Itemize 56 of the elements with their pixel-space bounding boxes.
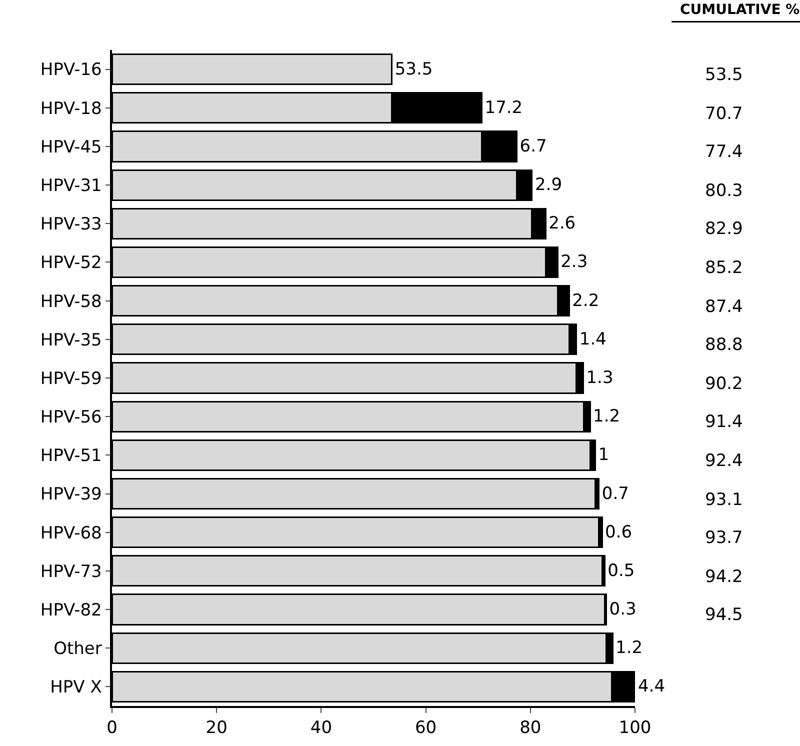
x-tick-label: 60 (414, 718, 437, 738)
text: 77.4 (705, 142, 743, 162)
data-label: 2.6 (548, 214, 576, 234)
y-tick-label: HPV X (50, 678, 102, 698)
text: 80.3 (705, 181, 743, 201)
data-label: 0.5 (608, 560, 635, 581)
data-label: 6.7 (520, 136, 547, 156)
data-label: 1.4 (579, 329, 606, 350)
y-tick-label: HPV-73 (40, 562, 102, 582)
y-tick-label: HPV-82 (40, 600, 102, 620)
y-tick-label: HPV-39 (40, 484, 102, 505)
text: 70.7 (705, 104, 743, 124)
text: 92.4 (705, 451, 743, 471)
x-tick-label: 80 (520, 718, 542, 738)
y-tick-label: HPV-56 (40, 408, 102, 428)
text: 93.7 (705, 528, 743, 548)
y-tick-label: HPV-35 (40, 330, 102, 350)
y-tick-label: HPV-68 (40, 523, 102, 544)
y-tick-label: HPV-18 (40, 98, 102, 119)
data-label: 1.3 (586, 368, 614, 388)
data-label: 0.3 (609, 600, 636, 620)
y-tick-label: HPV-59 (40, 368, 102, 389)
x-tick-label: 20 (206, 718, 228, 738)
data-label: 2.2 (572, 290, 600, 311)
text: 87.4 (705, 297, 743, 317)
data-label: 1.2 (593, 406, 620, 427)
y-tick-label: Other (54, 639, 102, 660)
data-label: 2.9 (534, 175, 562, 196)
data-label: 53.5 (394, 59, 433, 80)
y-tick-label: HPV-16 (40, 60, 102, 80)
data-label: 1 (598, 445, 610, 466)
text: CUMULATIVE % (680, 2, 800, 18)
y-tick-label: HPV-52 (40, 253, 102, 274)
y-tick-label: HPV-45 (40, 137, 102, 158)
data-label: 0.7 (602, 484, 629, 504)
text: 82.9 (705, 219, 743, 239)
data-label: 0.6 (605, 522, 632, 542)
data-label: 17.2 (484, 98, 523, 118)
x-tick-label: 0 (106, 718, 118, 738)
data-label: 1.2 (616, 638, 643, 658)
text: 94.2 (705, 567, 743, 587)
text: 85.2 (705, 258, 743, 278)
text: 91.4 (705, 412, 743, 432)
data-label: 4.4 (638, 676, 666, 697)
data-label: 2.3 (560, 252, 588, 272)
y-tick-label: HPV-31 (40, 176, 102, 196)
text: 94.5 (705, 605, 743, 625)
x-tick-label: 40 (310, 718, 332, 738)
text: 53.5 (705, 65, 743, 85)
y-tick-label: HPV-33 (40, 214, 102, 235)
text: 90.2 (705, 374, 743, 394)
y-tick-label: HPV-51 (40, 446, 102, 466)
x-tick-label: 100 (618, 718, 652, 738)
y-tick-label: HPV-58 (40, 292, 102, 312)
text: 88.8 (705, 335, 743, 355)
text: 93.1 (705, 490, 743, 510)
